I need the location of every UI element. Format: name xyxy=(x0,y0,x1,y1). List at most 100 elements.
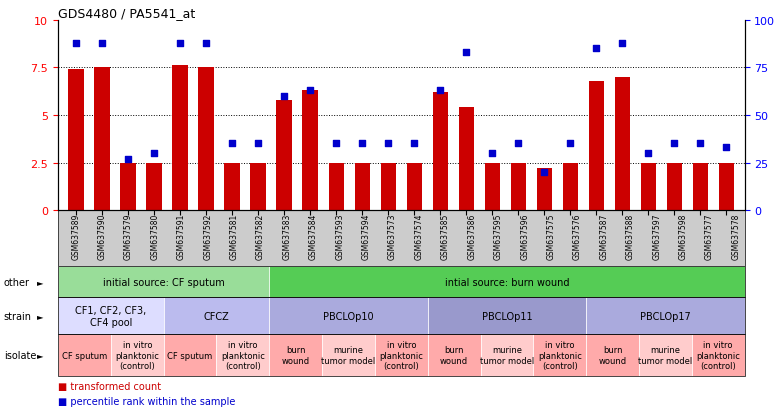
Text: ■ percentile rank within the sample: ■ percentile rank within the sample xyxy=(58,396,235,406)
Point xyxy=(538,169,550,176)
Bar xyxy=(224,163,240,211)
Text: GSM637580: GSM637580 xyxy=(150,214,159,260)
Text: murine
tumor model: murine tumor model xyxy=(480,346,534,365)
Text: GSM637578: GSM637578 xyxy=(731,214,741,260)
Bar xyxy=(615,78,630,211)
Point xyxy=(616,40,628,47)
Text: other: other xyxy=(4,277,30,287)
Point xyxy=(382,141,395,147)
Point xyxy=(356,141,368,147)
Point xyxy=(512,141,525,147)
Bar xyxy=(485,163,500,211)
Text: CF sputum: CF sputum xyxy=(167,351,213,360)
Point xyxy=(486,150,498,157)
Bar xyxy=(251,163,266,211)
Text: burn
wound: burn wound xyxy=(282,346,310,365)
Point xyxy=(278,93,290,100)
Text: PBCLOp17: PBCLOp17 xyxy=(640,311,690,321)
Text: GSM637598: GSM637598 xyxy=(679,214,687,260)
Point xyxy=(668,141,680,147)
Text: burn
wound: burn wound xyxy=(440,346,468,365)
Bar xyxy=(563,163,578,211)
Text: in vitro
planktonic
(control): in vitro planktonic (control) xyxy=(379,340,423,370)
Text: GSM637574: GSM637574 xyxy=(415,214,423,260)
Point xyxy=(590,46,602,52)
Text: GSM637595: GSM637595 xyxy=(494,214,503,260)
Text: GSM637579: GSM637579 xyxy=(124,214,133,260)
Point xyxy=(720,145,732,151)
Bar xyxy=(641,163,656,211)
Point xyxy=(174,40,187,47)
Text: strain: strain xyxy=(4,311,32,321)
Bar xyxy=(433,93,448,211)
Text: GSM637588: GSM637588 xyxy=(625,214,635,259)
Text: CFCZ: CFCZ xyxy=(204,311,229,321)
Text: in vitro
planktonic
(control): in vitro planktonic (control) xyxy=(221,340,265,370)
Text: isolate: isolate xyxy=(4,350,36,360)
Bar xyxy=(511,163,526,211)
Text: ►: ► xyxy=(37,351,43,360)
Point xyxy=(642,150,655,157)
Point xyxy=(200,40,213,47)
Point xyxy=(226,141,238,147)
Text: burn
wound: burn wound xyxy=(598,346,627,365)
Text: ►: ► xyxy=(37,278,43,286)
Text: GSM637594: GSM637594 xyxy=(361,214,371,260)
Text: GSM637583: GSM637583 xyxy=(283,214,292,260)
Point xyxy=(122,156,135,163)
Text: in vitro
planktonic
(control): in vitro planktonic (control) xyxy=(115,340,159,370)
Point xyxy=(96,40,108,47)
Point xyxy=(564,141,577,147)
Bar xyxy=(536,169,552,211)
Bar xyxy=(68,70,84,211)
Text: PBCLOp10: PBCLOp10 xyxy=(324,311,374,321)
Text: intial source: burn wound: intial source: burn wound xyxy=(445,277,569,287)
Point xyxy=(70,40,83,47)
Text: GSM637581: GSM637581 xyxy=(230,214,238,259)
Point xyxy=(408,141,420,147)
Text: initial source: CF sputum: initial source: CF sputum xyxy=(103,277,224,287)
Text: ■ transformed count: ■ transformed count xyxy=(58,381,161,391)
Text: in vitro
planktonic
(control): in vitro planktonic (control) xyxy=(538,340,582,370)
Text: GSM637593: GSM637593 xyxy=(335,214,344,260)
Bar xyxy=(173,66,188,211)
Text: GSM637587: GSM637587 xyxy=(599,214,608,260)
Text: GSM637596: GSM637596 xyxy=(520,214,529,260)
Bar xyxy=(94,68,110,211)
Text: murine
tumor model: murine tumor model xyxy=(321,346,375,365)
Bar xyxy=(381,163,396,211)
Bar xyxy=(276,100,292,211)
Bar xyxy=(718,163,735,211)
Bar xyxy=(588,81,604,211)
Text: CF sputum: CF sputum xyxy=(62,351,107,360)
Bar xyxy=(146,163,162,211)
Text: GSM637591: GSM637591 xyxy=(177,214,186,260)
Text: GSM637586: GSM637586 xyxy=(467,214,476,260)
Text: GSM637584: GSM637584 xyxy=(309,214,318,260)
Point xyxy=(330,141,343,147)
Text: GSM637585: GSM637585 xyxy=(441,214,450,260)
Text: GSM637582: GSM637582 xyxy=(256,214,265,259)
Bar xyxy=(328,163,344,211)
Text: GSM637590: GSM637590 xyxy=(98,214,107,260)
Point xyxy=(252,141,265,147)
Text: GSM637597: GSM637597 xyxy=(652,214,661,260)
Text: GSM637589: GSM637589 xyxy=(71,214,80,260)
Text: GSM637592: GSM637592 xyxy=(204,214,212,260)
Text: GSM637576: GSM637576 xyxy=(573,214,582,260)
Bar xyxy=(666,163,682,211)
Text: GSM637575: GSM637575 xyxy=(546,214,556,260)
Text: GSM637577: GSM637577 xyxy=(705,214,714,260)
Bar xyxy=(458,108,474,211)
Point xyxy=(148,150,160,157)
Point xyxy=(304,88,317,94)
Text: GSM637573: GSM637573 xyxy=(388,214,397,260)
Bar xyxy=(693,163,708,211)
Bar xyxy=(303,91,318,211)
Bar xyxy=(354,163,370,211)
Point xyxy=(460,50,472,56)
Bar xyxy=(198,68,214,211)
Text: PBCLOp11: PBCLOp11 xyxy=(481,311,533,321)
Point xyxy=(694,141,707,147)
Text: ►: ► xyxy=(37,311,43,320)
